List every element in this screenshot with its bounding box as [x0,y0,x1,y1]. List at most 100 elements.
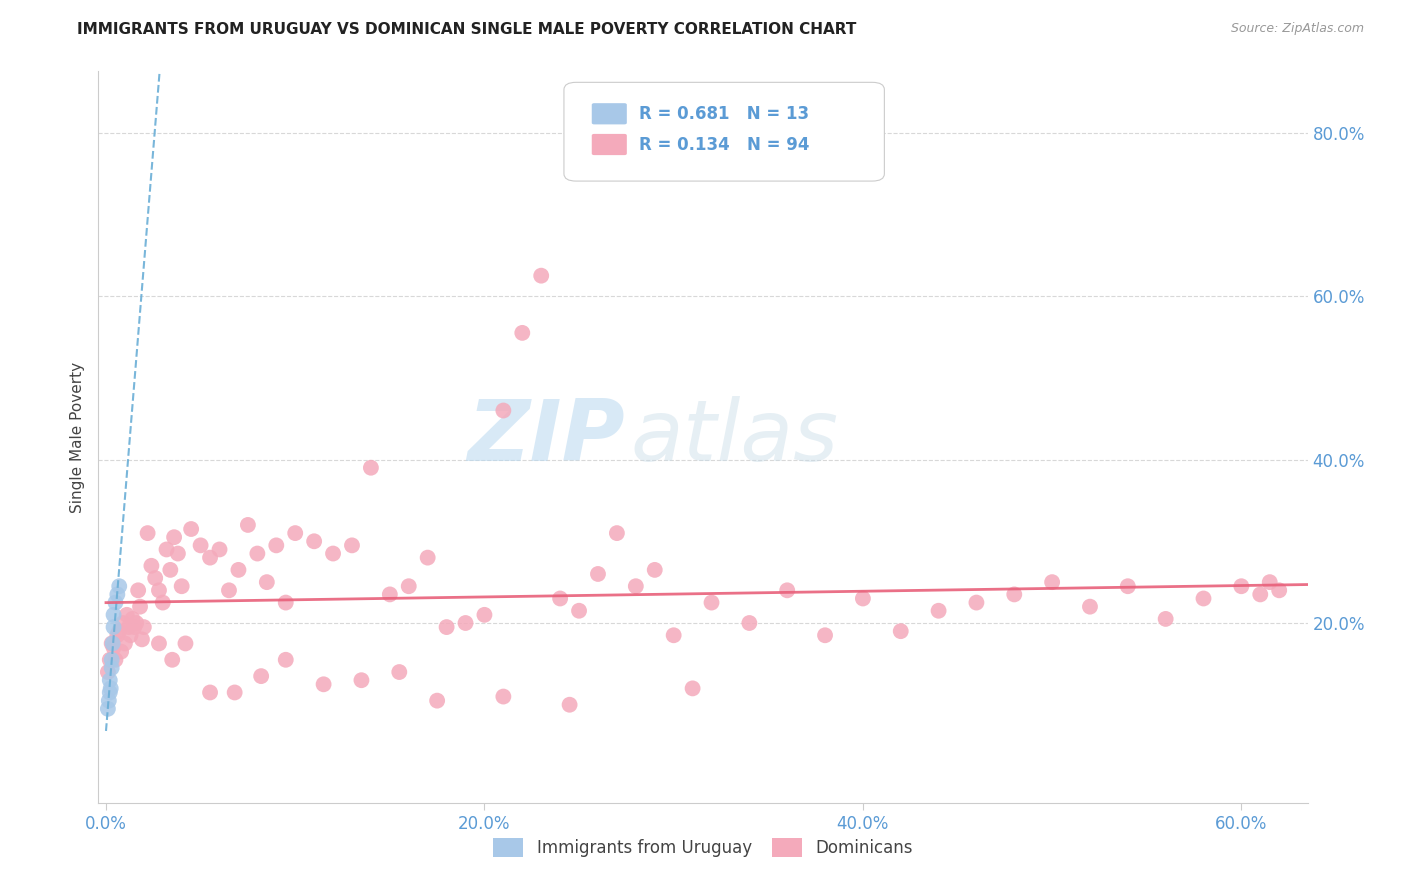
Point [121,612,143,626]
Point [141,558,163,573]
Text: ZIP: ZIP [467,395,624,479]
Legend: Immigrants from Uruguay, Dominicans: Immigrants from Uruguay, Dominicans [486,831,920,864]
Point [474,607,496,622]
Point [103,640,125,655]
Point [606,526,628,541]
Point [814,628,837,642]
Point [586,566,609,581]
Point [180,522,202,536]
Point [266,538,288,552]
Point [1268,583,1291,598]
Point [250,669,273,683]
Point [105,587,128,601]
Point [558,698,581,712]
Point [350,673,373,688]
Point [568,604,591,618]
Point [167,547,190,561]
Point [890,624,912,639]
Point [284,526,307,541]
Point [97,693,120,707]
Point [131,632,153,647]
Y-axis label: Single Male Poverty: Single Male Poverty [70,361,86,513]
FancyBboxPatch shape [592,103,627,124]
Point [127,583,149,598]
Point [398,579,420,593]
Point [302,534,325,549]
Point [124,620,146,634]
Point [454,615,477,630]
Point [115,607,138,622]
Point [160,653,183,667]
Point [228,563,250,577]
Point [136,526,159,541]
Point [198,550,221,565]
Point [98,673,121,688]
Point [170,579,193,593]
Point [548,591,571,606]
Point [1258,575,1281,590]
Point [1249,587,1271,601]
Point [120,628,142,642]
Point [852,591,875,606]
Point [108,579,131,593]
Point [100,653,122,667]
Point [105,628,128,642]
Point [129,599,152,614]
Point [928,604,950,618]
Point [1002,587,1025,601]
Point [1154,612,1177,626]
Point [98,653,121,667]
Point [644,563,666,577]
Point [155,542,177,557]
Point [103,620,125,634]
Point [198,685,221,699]
Text: Source: ZipAtlas.com: Source: ZipAtlas.com [1230,22,1364,36]
Point [1192,591,1215,606]
Point [100,681,122,696]
Point [132,620,155,634]
Point [208,542,231,557]
Text: R = 0.681   N = 13: R = 0.681 N = 13 [638,104,808,123]
Point [662,628,685,642]
Point [152,596,174,610]
Point [100,636,122,650]
Point [148,636,170,650]
Point [218,583,240,598]
Point [118,620,141,634]
Point [274,653,297,667]
Point [378,587,401,601]
Point [426,693,449,707]
Point [682,681,704,696]
FancyBboxPatch shape [592,134,627,155]
Point [159,563,181,577]
Point [274,596,297,610]
Point [104,653,127,667]
Point [174,636,197,650]
Text: R = 0.134   N = 94: R = 0.134 N = 94 [638,136,810,153]
Point [510,326,533,340]
Text: IMMIGRANTS FROM URUGUAY VS DOMINICAN SINGLE MALE POVERTY CORRELATION CHART: IMMIGRANTS FROM URUGUAY VS DOMINICAN SIN… [77,22,856,37]
Point [256,575,278,590]
Point [624,579,647,593]
Point [738,615,761,630]
FancyBboxPatch shape [564,82,884,181]
Point [148,583,170,598]
Point [1078,599,1101,614]
Point [1040,575,1063,590]
Point [163,530,186,544]
Point [1116,579,1139,593]
Point [388,665,411,679]
Point [776,583,799,598]
Point [246,547,269,561]
Point [108,624,131,639]
Point [143,571,166,585]
Point [436,620,458,634]
Point [416,550,439,565]
Point [97,665,120,679]
Point [190,538,212,552]
Point [101,636,124,650]
Point [530,268,553,283]
Point [965,596,987,610]
Point [114,636,136,650]
Point [110,645,132,659]
